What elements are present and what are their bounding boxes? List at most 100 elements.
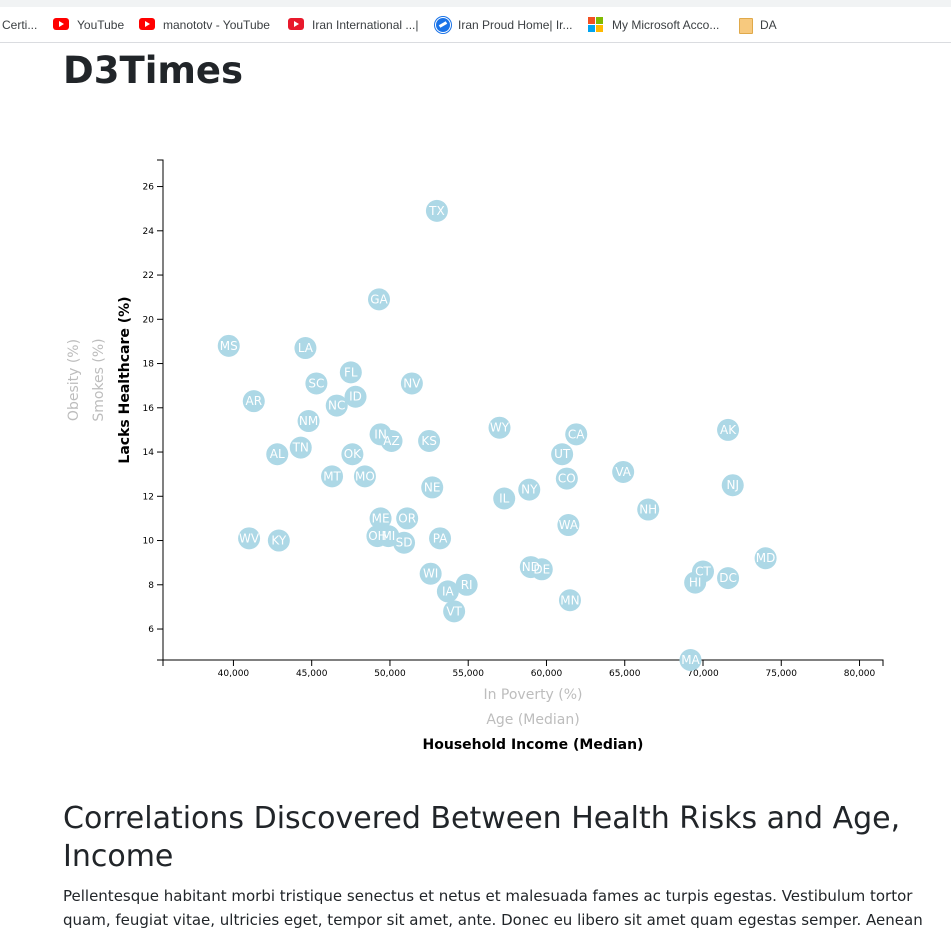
y-axis-label[interactable]: Obesity (%) xyxy=(66,339,82,421)
x-tick-label: 80,000 xyxy=(844,669,876,679)
state-marker xyxy=(555,467,578,490)
state-marker xyxy=(429,527,452,550)
state-marker xyxy=(393,531,416,554)
bookmarks-bar: Certi... YouTube manototv - YouTube Iran… xyxy=(0,0,951,43)
state-label: AL xyxy=(270,447,285,461)
x-tick-label: 55,000 xyxy=(452,669,484,679)
state-marker xyxy=(721,474,744,497)
state-marker xyxy=(266,443,289,466)
state-label: OH xyxy=(368,529,386,543)
state-marker xyxy=(289,436,312,459)
state-label: DE xyxy=(533,562,550,576)
state-label: SC xyxy=(308,376,324,390)
bookmark-microsoft[interactable]: My Microsoft Acco... xyxy=(588,16,728,34)
state-marker xyxy=(488,416,511,439)
state-label: IL xyxy=(499,491,510,505)
state-marker xyxy=(294,337,317,360)
state-marker xyxy=(443,600,466,623)
state-label: RI xyxy=(461,578,473,592)
x-axis-label[interactable]: Household Income (Median) xyxy=(423,737,644,753)
bookmark-label: manototv - YouTube xyxy=(163,18,270,32)
state-label: GA xyxy=(370,292,388,306)
state-marker xyxy=(353,465,376,488)
x-axis-label[interactable]: In Poverty (%) xyxy=(483,687,582,703)
bookmark-youtube[interactable]: YouTube xyxy=(53,16,133,34)
state-marker xyxy=(558,589,581,612)
state-label: WI xyxy=(423,567,438,581)
x-tick-label: 65,000 xyxy=(609,669,641,679)
state-marker xyxy=(551,443,574,466)
state-marker xyxy=(396,507,419,530)
iran-proud-icon xyxy=(435,17,451,33)
state-label: AZ xyxy=(383,434,399,448)
x-axis-label[interactable]: Age (Median) xyxy=(486,712,579,728)
y-tick-label: 20 xyxy=(143,315,155,325)
state-marker xyxy=(612,460,635,483)
state-marker xyxy=(684,571,707,594)
state-marker xyxy=(455,573,478,596)
state-label: CO xyxy=(558,472,576,486)
state-label: KY xyxy=(271,534,286,548)
y-tick-label: 6 xyxy=(148,625,154,635)
state-label: NM xyxy=(299,414,318,428)
bookmark-label: Iran Proud Home| Ir... xyxy=(458,18,573,32)
x-tick-label: 50,000 xyxy=(374,669,406,679)
state-marker xyxy=(717,418,740,441)
state-label: VA xyxy=(615,465,631,479)
state-label: MA xyxy=(681,653,700,667)
bookmark-certi[interactable]: Certi... xyxy=(2,16,46,34)
state-label: WA xyxy=(559,518,579,532)
x-tick-label: 45,000 xyxy=(296,669,328,679)
x-axis-line xyxy=(162,659,884,666)
state-label: TN xyxy=(292,441,309,455)
x-tick-label: 70,000 xyxy=(687,669,719,679)
bookmark-iran-international[interactable]: Iran International ...| xyxy=(288,16,423,34)
y-axis-label[interactable]: Smokes (%) xyxy=(91,338,107,421)
state-label: SD xyxy=(396,536,413,550)
y-axis-label[interactable]: Lacks Healthcare (%) xyxy=(117,296,133,463)
bookmark-iran-proud[interactable]: Iran Proud Home| Ir... xyxy=(435,16,575,34)
state-label: IA xyxy=(442,584,455,598)
state-label: ID xyxy=(349,390,362,404)
y-tick-label: 10 xyxy=(143,537,155,547)
state-label: NH xyxy=(639,503,657,517)
state-marker xyxy=(267,529,290,552)
state-marker xyxy=(380,429,403,452)
state-marker xyxy=(421,476,444,499)
state-label: NC xyxy=(328,399,345,413)
y-axis-line xyxy=(157,159,164,661)
state-marker xyxy=(400,372,423,395)
bookmark-manototv[interactable]: manototv - YouTube xyxy=(139,16,279,34)
x-tick-label: 60,000 xyxy=(531,669,563,679)
state-label: WV xyxy=(239,531,260,545)
state-marker xyxy=(242,390,265,413)
state-marker xyxy=(321,465,344,488)
state-marker xyxy=(530,558,553,581)
state-label: MN xyxy=(560,593,579,607)
state-marker xyxy=(518,478,541,501)
state-label: NV xyxy=(403,376,421,390)
state-marker xyxy=(637,498,660,521)
state-label: ND xyxy=(522,560,540,574)
bookmark-label: My Microsoft Acco... xyxy=(612,18,720,32)
state-label: MT xyxy=(323,469,341,483)
state-label: CA xyxy=(568,427,585,441)
y-tick-label: 26 xyxy=(143,183,155,193)
state-label: MS xyxy=(220,339,238,353)
state-label: NY xyxy=(521,483,538,497)
state-label: FL xyxy=(344,365,358,379)
state-label: UT xyxy=(554,447,571,461)
y-tick-label: 16 xyxy=(143,404,155,414)
y-tick-label: 18 xyxy=(143,360,155,370)
state-marker xyxy=(344,385,367,408)
state-label: MD xyxy=(756,551,776,565)
state-marker xyxy=(754,547,777,570)
bookmark-folder-da[interactable]: DA xyxy=(739,16,784,34)
y-tick-label: 24 xyxy=(143,227,155,237)
page-title: D3Times xyxy=(63,49,244,92)
state-marker xyxy=(717,567,740,590)
state-label: MO xyxy=(355,469,375,483)
bookmark-label: Iran International ...| xyxy=(312,18,419,32)
state-marker xyxy=(493,487,516,510)
state-label: LA xyxy=(298,341,314,355)
